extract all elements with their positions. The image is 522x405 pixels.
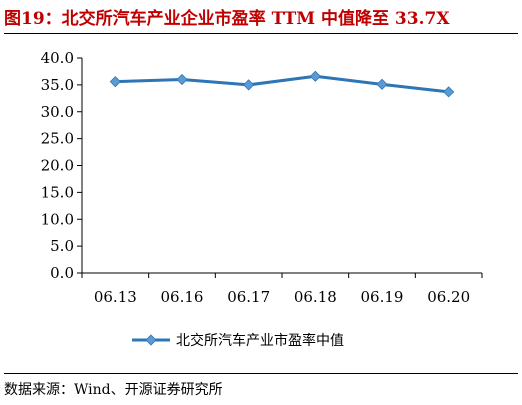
y-tick-label: 30.0: [41, 103, 74, 121]
data-point-marker: [309, 70, 321, 82]
legend-marker-swatch: [145, 334, 157, 346]
x-tick-label: 06.17: [227, 288, 270, 306]
y-tick-label: 10.0: [41, 210, 74, 228]
data-point-marker: [376, 78, 388, 90]
chart-title: 图19：北交所汽车产业企业市盈率 TTM 中值降至 33.7X: [4, 9, 450, 29]
data-point-marker: [109, 76, 121, 88]
y-tick-label: 5.0: [50, 237, 74, 255]
chart-area: 0.0 5.0 10.0 15.0 20.0 25.0 30.0 35.0 40.0 06.13…: [41, 49, 483, 349]
data-point-marker: [443, 86, 455, 98]
y-axis: 0.0 5.0 10.0 15.0 20.0 25.0 30.0 35.0 40.0: [41, 49, 83, 282]
legend-label: 北交所汽车产业市盈率中值: [176, 332, 344, 349]
x-tick-label: 06.18: [294, 288, 337, 306]
y-tick-label: 25.0: [41, 130, 74, 148]
y-tick-label: 20.0: [41, 157, 74, 175]
x-axis: 06.13 06.16 06.17 06.18 06.19 06.20: [81, 272, 483, 306]
data-point-marker: [176, 73, 188, 86]
x-tick-label: 06.13: [94, 288, 137, 306]
data-point-marker: [243, 79, 255, 91]
x-tick-label: 06.20: [427, 288, 470, 306]
source-note: 数据来源：Wind、开源证券研究所: [4, 382, 223, 398]
y-tick-label: 35.0: [41, 76, 74, 94]
y-tick-label: 0.0: [50, 264, 74, 282]
legend: 北交所汽车产业市盈率中值: [132, 332, 344, 349]
series-group: [109, 70, 455, 98]
y-tick-label: 40.0: [41, 49, 74, 67]
x-tick-label: 06.16: [161, 288, 204, 306]
title-divider: [4, 33, 518, 34]
x-tick-label: 06.19: [361, 288, 404, 306]
source-divider: [4, 373, 518, 374]
y-tick-label: 15.0: [41, 183, 74, 201]
series-line: [115, 74, 449, 94]
